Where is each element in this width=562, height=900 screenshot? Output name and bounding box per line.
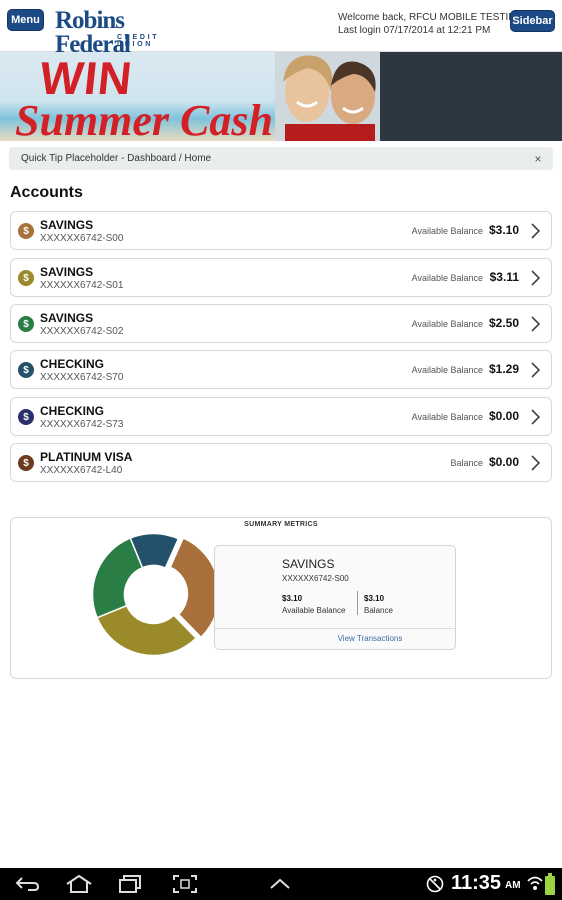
logo-sub-text: CREDIT UNION — [117, 34, 160, 48]
balance-value: $1.29 — [488, 362, 519, 376]
summary-metrics-panel: SUMMARY METRICS SAVINGS XXXXXX6742-S00 $… — [10, 517, 552, 679]
wifi-icon — [527, 876, 543, 890]
battery-icon — [545, 873, 555, 895]
card-available-label: Available Balance — [282, 606, 346, 615]
summary-title-text: SUMMARY METRICS — [238, 521, 324, 528]
welcome-text: Welcome back, RFCU MOBILE TESTING — [338, 12, 524, 23]
chevron-right-icon — [531, 223, 541, 239]
account-name: SAVINGS — [40, 218, 94, 232]
card-available-value: $3.10 — [282, 594, 303, 603]
banner-headline: WIN — [37, 52, 136, 104]
clock-ampm: AM — [505, 880, 521, 891]
account-row[interactable]: $ SAVINGS XXXXXX6742-S00 Available Balan… — [10, 211, 552, 250]
logo-main-text: Robins Federal — [55, 7, 131, 58]
balance-label: Available Balance — [411, 365, 483, 375]
card-account-number: XXXXXX6742-S00 — [282, 574, 349, 583]
balance-label: Available Balance — [411, 412, 483, 422]
dollar-coin-icon: $ — [18, 270, 34, 286]
header: Menu Robins Federal CREDIT UNION Welcome… — [0, 0, 562, 57]
donut-slice[interactable] — [169, 536, 216, 639]
home-icon[interactable] — [65, 874, 93, 894]
welcome-block: Welcome back, RFCU MOBILE TESTING Last l… — [338, 11, 523, 37]
back-icon[interactable] — [14, 876, 40, 892]
banner-subline: Summer Cash! — [15, 96, 291, 142]
dollar-coin-icon: $ — [18, 316, 34, 332]
account-row[interactable]: $ PLATINUM VISA XXXXXX6742-L40 Balance $… — [10, 443, 552, 482]
balance-value: $0.00 — [488, 409, 519, 423]
menu-button[interactable]: Menu — [7, 9, 44, 31]
view-transactions-link[interactable]: View Transactions — [215, 628, 455, 643]
accounts-heading: Accounts — [10, 184, 83, 201]
card-divider — [357, 591, 358, 615]
dollar-coin-icon: $ — [18, 223, 34, 239]
account-name: SAVINGS — [40, 265, 94, 279]
balance-label: Available Balance — [411, 226, 483, 236]
system-nav-bar: 11:35 AM — [0, 868, 562, 900]
accessibility-icon — [426, 875, 444, 893]
chevron-up-icon[interactable] — [268, 877, 292, 891]
dollar-coin-icon: $ — [18, 362, 34, 378]
account-name: CHECKING — [40, 357, 105, 371]
balance-value: $3.10 — [488, 223, 519, 237]
account-name: PLATINUM VISA — [40, 450, 133, 464]
banner-people-image — [275, 52, 380, 141]
clock-time: 11:35 — [451, 872, 502, 894]
account-number: XXXXXX6742-S01 — [40, 280, 124, 291]
account-number: XXXXXX6742-S73 — [40, 419, 124, 430]
account-row[interactable]: $ SAVINGS XXXXXX6742-S02 Available Balan… — [10, 304, 552, 343]
summary-account-card: SAVINGS XXXXXX6742-S00 $3.10 Available B… — [214, 545, 456, 650]
chevron-right-icon — [531, 455, 541, 471]
card-balance-value: $3.10 — [364, 594, 385, 603]
account-number: XXXXXX6742-S70 — [40, 372, 124, 383]
sidebar-button[interactable]: Sidebar — [510, 10, 555, 32]
chevron-right-icon — [531, 409, 541, 425]
chevron-right-icon — [531, 270, 541, 286]
screenshot-icon[interactable] — [172, 874, 198, 894]
balance-label: Available Balance — [411, 273, 483, 283]
account-name: CHECKING — [40, 404, 105, 418]
account-row[interactable]: $ CHECKING XXXXXX6742-S73 Available Bala… — [10, 397, 552, 436]
card-account-name: SAVINGS — [282, 557, 335, 571]
account-number: XXXXXX6742-L40 — [40, 465, 123, 476]
summary-title: SUMMARY METRICS — [11, 513, 551, 531]
account-number: XXXXXX6742-S00 — [40, 233, 124, 244]
account-name: SAVINGS — [40, 311, 94, 325]
dollar-coin-icon: $ — [18, 409, 34, 425]
balance-label: Available Balance — [411, 319, 483, 329]
quick-tip-text: Quick Tip Placeholder - Dashboard / Home — [21, 153, 212, 164]
account-row[interactable]: $ SAVINGS XXXXXX6742-S01 Available Balan… — [10, 258, 552, 297]
balance-value: $2.50 — [488, 316, 519, 330]
banner-dark-panel — [380, 52, 562, 141]
last-login-text: Last login 07/17/2014 at 12:21 PM — [338, 25, 491, 36]
recent-apps-icon[interactable] — [118, 874, 144, 894]
close-icon[interactable]: × — [534, 151, 542, 166]
account-number: XXXXXX6742-S02 — [40, 326, 124, 337]
chevron-right-icon — [531, 362, 541, 378]
account-row[interactable]: $ CHECKING XXXXXX6742-S70 Available Bala… — [10, 350, 552, 389]
dollar-coin-icon: $ — [18, 455, 34, 471]
summary-donut-chart[interactable] — [91, 532, 216, 657]
logo: Robins Federal CREDIT UNION — [55, 8, 190, 57]
balance-value: $0.00 — [488, 455, 519, 469]
card-balance-label: Balance — [364, 606, 393, 615]
quick-tip-bar: Quick Tip Placeholder - Dashboard / Home… — [9, 147, 553, 170]
balance-value: $3.11 — [489, 270, 519, 284]
donut-slice[interactable] — [129, 532, 180, 570]
balance-label: Balance — [450, 458, 483, 468]
donut-slice[interactable] — [96, 604, 198, 657]
chevron-right-icon — [531, 316, 541, 332]
promo-banner[interactable]: WIN Summer Cash! — [0, 52, 380, 141]
